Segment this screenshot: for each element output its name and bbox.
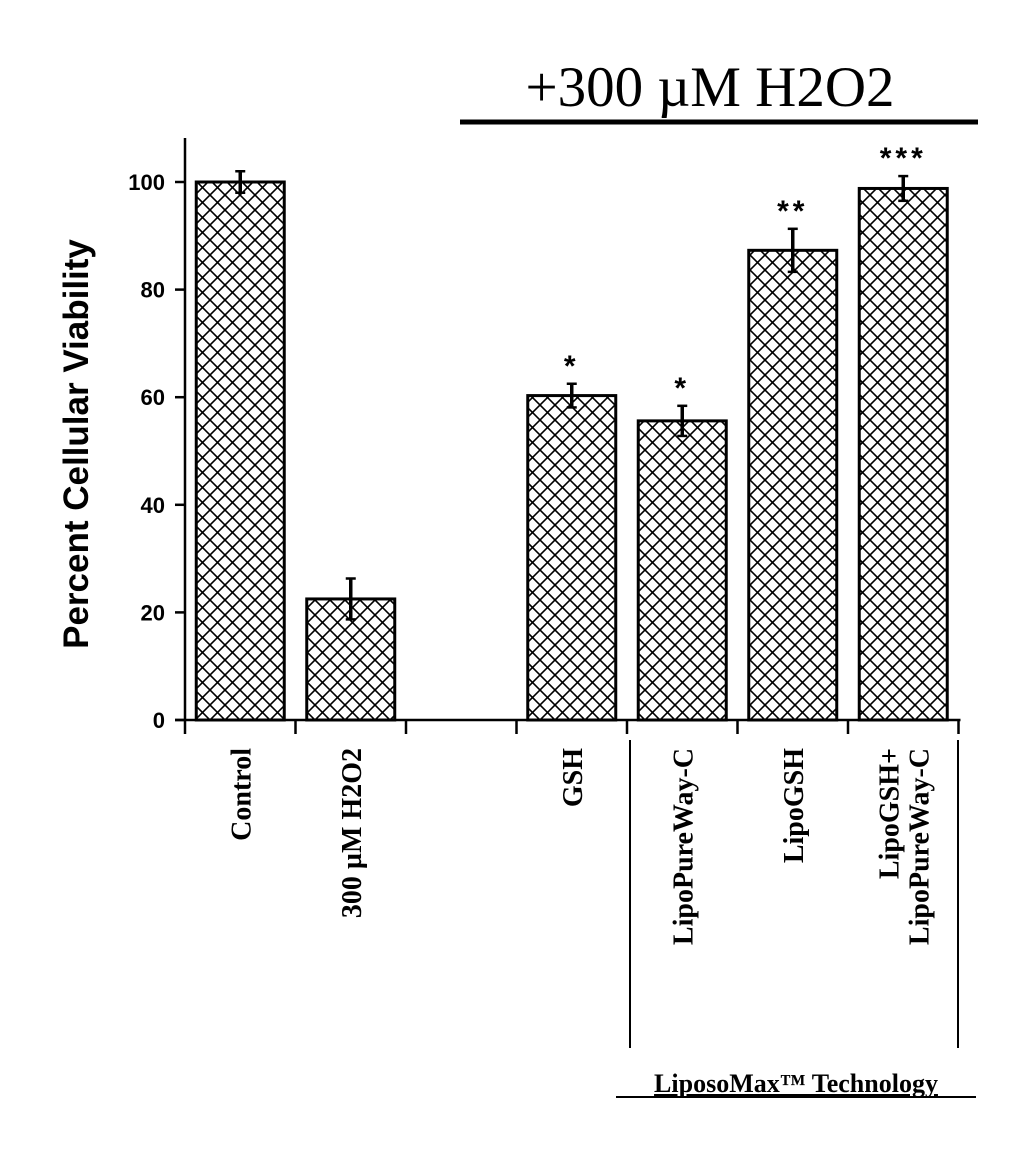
bar <box>526 394 618 722</box>
x-tick-label: LipoGSH+ <box>874 748 905 879</box>
x-tick-label: LipoPureWay-C <box>668 748 699 945</box>
bar <box>857 186 949 722</box>
significance-marker: ** <box>777 195 808 228</box>
significance-marker: * <box>674 372 690 405</box>
bar <box>194 180 286 722</box>
x-tick-label: 300 µM H2O2 <box>337 748 368 918</box>
x-tick-label: GSH <box>558 748 589 807</box>
x-tick-label: Control <box>226 748 257 841</box>
bars: ******* <box>194 142 949 722</box>
group-label: LiposoMax™ Technology <box>654 1069 938 1098</box>
y-tick-label: 0 <box>153 708 165 733</box>
x-tick-labels: Control 300 µM H2O2 GSH LipoPureWay-C LipoGS… <box>226 748 935 945</box>
significance-marker: * <box>564 350 580 383</box>
y-tick-label: 100 <box>128 170 165 195</box>
bar <box>747 248 839 722</box>
significance-marker: *** <box>880 142 927 175</box>
bar <box>636 419 728 722</box>
y-axis-label: Percent Cellular Viability <box>57 239 96 649</box>
x-tick-label: LipoPureWay-C <box>904 748 935 945</box>
y-tick-label: 40 <box>141 493 165 518</box>
y-tick-label: 20 <box>141 600 165 625</box>
y-tick-label: 60 <box>141 385 165 410</box>
x-tick-label: LipoGSH <box>779 748 810 863</box>
treatment-label: +300 µM H2O2 <box>526 56 895 119</box>
y-tick-label: 80 <box>141 278 165 303</box>
